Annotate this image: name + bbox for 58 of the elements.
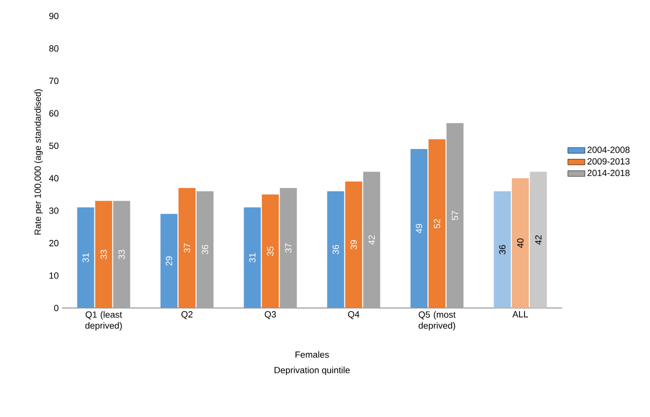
y-tick-label: 40 — [49, 175, 58, 182]
bar — [410, 149, 428, 308]
bar — [446, 123, 464, 308]
x-tick-label: Q1 (least deprived) — [85, 311, 122, 330]
data-label: 29 — [166, 256, 172, 266]
x-tick-label: Q2 — [181, 311, 193, 320]
bar — [512, 178, 529, 308]
data-label: 35 — [267, 246, 274, 256]
x-tick-label: Q3 — [264, 311, 276, 320]
y-tick-label: 80 — [49, 45, 58, 52]
data-label: 37 — [285, 243, 292, 253]
data-label: 42 — [535, 235, 542, 245]
data-label: 42 — [368, 235, 375, 245]
y-tick-label: 20 — [49, 240, 58, 246]
bar — [113, 200, 130, 308]
y-tick-label: 50 — [49, 142, 58, 149]
y-axis-title: Rate per 100,000 (age standardised) — [34, 89, 43, 235]
text: Females — [296, 351, 329, 358]
bar — [262, 194, 279, 308]
x-tick-label: Q4 — [348, 311, 360, 320]
data-label: 36 — [499, 245, 506, 254]
data-label: 52 — [434, 219, 440, 228]
y-tick-label: 90 — [49, 12, 58, 20]
bar — [244, 207, 261, 308]
y-tick-label: 60 — [49, 110, 58, 117]
data-label: 31 — [82, 253, 89, 262]
data-label: 39 — [350, 240, 357, 250]
y-tick-label: 0 — [54, 304, 58, 312]
bar — [345, 181, 362, 308]
x-tick-label: ALL — [512, 311, 528, 318]
bar — [160, 214, 178, 308]
data-label: 36 — [202, 245, 208, 254]
data-label: 37 — [184, 243, 190, 253]
bar — [178, 188, 196, 308]
bar — [95, 200, 112, 308]
data-label: 40 — [517, 238, 524, 248]
bar — [327, 191, 344, 308]
legend-label: 2009-2013 — [588, 158, 630, 165]
y-tick-label: 30 — [49, 207, 58, 214]
data-label: 57 — [452, 211, 458, 220]
y-tick-label: 10 — [50, 272, 58, 279]
bar — [363, 172, 380, 308]
x-tick-label: Q5 (most deprived) — [418, 311, 456, 330]
bar — [494, 191, 511, 308]
bar — [196, 191, 214, 308]
y-tick-label: 70 — [49, 78, 58, 84]
data-label: 33 — [118, 250, 125, 260]
legend-label: 2004-2008 — [588, 146, 630, 153]
data-label: 49 — [416, 224, 422, 234]
bar — [77, 207, 94, 308]
bar — [280, 188, 297, 308]
data-label: 36 — [332, 245, 339, 254]
data-label: 33 — [100, 250, 107, 260]
legend-label: 2014-2018 — [588, 170, 630, 176]
x-axis-title: Deprivation quintile — [274, 366, 350, 376]
data-label: 31 — [249, 253, 256, 262]
bar — [530, 172, 547, 308]
bar — [428, 139, 446, 308]
